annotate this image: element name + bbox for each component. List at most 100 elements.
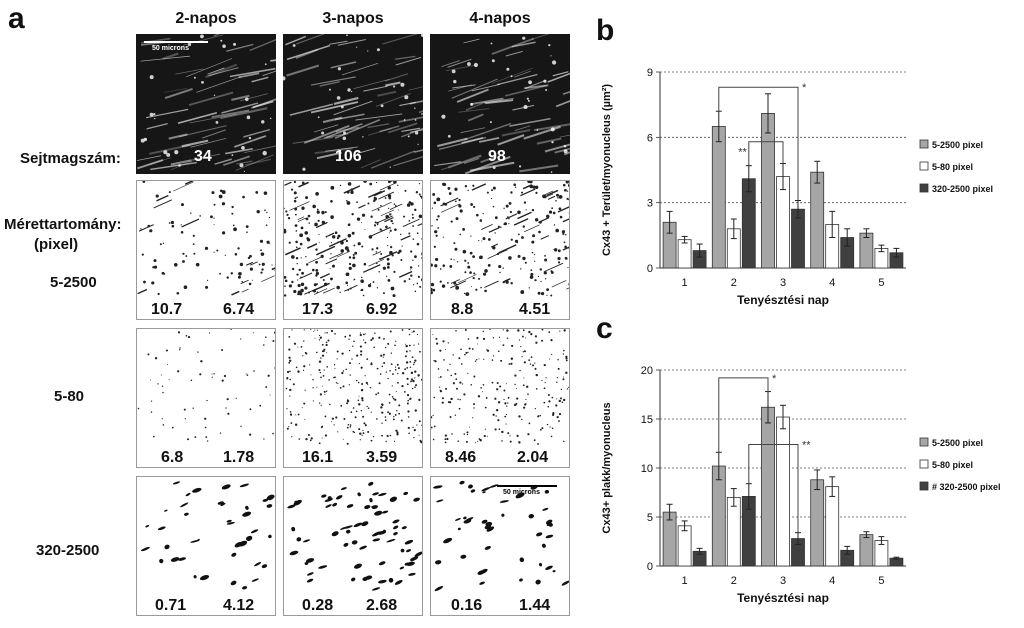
- texture-dot: [333, 364, 336, 366]
- texture-dot: [523, 350, 526, 353]
- texture-fiber: [447, 154, 482, 169]
- texture-fiber: [285, 35, 307, 46]
- texture-dot: [456, 387, 459, 390]
- texture-streak: [299, 272, 313, 280]
- texture-streak: [362, 264, 381, 273]
- texture-dot: [431, 225, 433, 227]
- texture-dot: [259, 239, 264, 243]
- texture-spot: [231, 154, 234, 157]
- texture-dot: [382, 292, 385, 295]
- texture-dot: [551, 396, 554, 399]
- texture-spot: [340, 105, 344, 109]
- texture-blob: [318, 565, 328, 569]
- texture-dot: [260, 249, 262, 252]
- texture-dot: [346, 201, 351, 205]
- texture-spot: [527, 99, 530, 102]
- texture-blob: [362, 576, 369, 581]
- texture-dot: [285, 210, 288, 213]
- texture-dot: [396, 363, 399, 366]
- texture-dot: [492, 205, 495, 208]
- texture-spot: [506, 67, 510, 71]
- texture-blob: [339, 526, 349, 530]
- legend-swatch: [919, 161, 929, 171]
- texture-dot: [418, 434, 420, 436]
- texture-dot: [530, 356, 533, 359]
- value-left: 6.8: [161, 449, 184, 466]
- texture-dot: [325, 341, 328, 344]
- texture-blob: [485, 521, 493, 527]
- texture-dot: [373, 346, 375, 349]
- texture-fiber: [221, 102, 259, 114]
- texture-spot: [317, 116, 320, 119]
- texture-dot: [393, 270, 396, 273]
- texture-dot: [551, 427, 554, 430]
- texture-dot: [535, 191, 538, 194]
- texture-dot: [245, 225, 249, 228]
- texture-dot: [348, 223, 351, 225]
- texture-blob: [239, 483, 249, 488]
- texture-dot: [490, 197, 493, 200]
- texture-dot: [274, 331, 275, 334]
- texture-dot: [565, 359, 568, 362]
- texture-dot: [397, 367, 400, 370]
- bar: [859, 232, 874, 269]
- texture-fiber: [244, 145, 276, 154]
- texture-dot: [431, 207, 433, 209]
- texture-dot: [286, 427, 289, 430]
- texture-dot: [564, 245, 567, 249]
- texture-dot: [494, 428, 497, 431]
- texture-spot: [328, 88, 331, 91]
- texture-dot: [219, 189, 223, 193]
- texture-fiber: [175, 68, 204, 75]
- texture-dot: [313, 331, 315, 333]
- texture-dot: [226, 398, 229, 401]
- scale-bar: [497, 485, 557, 487]
- texture-dot: [366, 358, 369, 361]
- texture-dot: [321, 437, 323, 439]
- texture-dot: [160, 374, 162, 376]
- texture-dot: [494, 216, 498, 220]
- texture-dot: [360, 410, 363, 412]
- texture-dot: [522, 384, 525, 387]
- texture-dot: [249, 267, 254, 271]
- texture-fiber: [286, 44, 331, 61]
- texture-dot: [404, 355, 407, 358]
- legend-label: 320-2500 pixel: [932, 184, 993, 194]
- texture-fiber: [512, 104, 535, 111]
- texture-blob: [435, 560, 442, 565]
- texture-dot: [557, 197, 559, 199]
- texture-dot: [551, 207, 554, 210]
- texture-blob: [463, 516, 467, 520]
- texture-dot: [352, 263, 356, 268]
- texture-spot: [518, 165, 522, 168]
- texture-dot: [566, 258, 568, 260]
- texture-dot: [306, 238, 311, 242]
- texture-dot: [336, 358, 338, 360]
- texture-blob: [184, 512, 189, 516]
- texture-dot: [433, 360, 435, 362]
- texture-dot: [543, 387, 546, 390]
- texture-dot: [301, 206, 305, 210]
- texture-fiber: [295, 48, 319, 59]
- texture-dot: [367, 284, 372, 288]
- texture-streak: [487, 249, 508, 259]
- texture-dot: [192, 243, 195, 245]
- texture-dot: [360, 222, 362, 224]
- texture-dot: [410, 269, 412, 271]
- texture-spot: [441, 114, 446, 119]
- texture-streak: [231, 290, 240, 296]
- texture-dot: [363, 262, 367, 266]
- texture-streak: [371, 201, 392, 212]
- texture-dot: [364, 333, 366, 335]
- texture-dot: [395, 429, 398, 432]
- texture-dot: [435, 234, 438, 237]
- texture-dot: [213, 251, 215, 253]
- texture-dot: [523, 406, 526, 409]
- texture-fiber: [335, 126, 360, 133]
- y-axis-label: Cx43 + Terület/myonucleus (µm²): [601, 84, 613, 256]
- texture-dot: [319, 393, 323, 396]
- texture-blob: [460, 554, 467, 559]
- texture-dot: [505, 413, 508, 416]
- texture-streak: [329, 252, 343, 260]
- texture-dot: [413, 344, 415, 346]
